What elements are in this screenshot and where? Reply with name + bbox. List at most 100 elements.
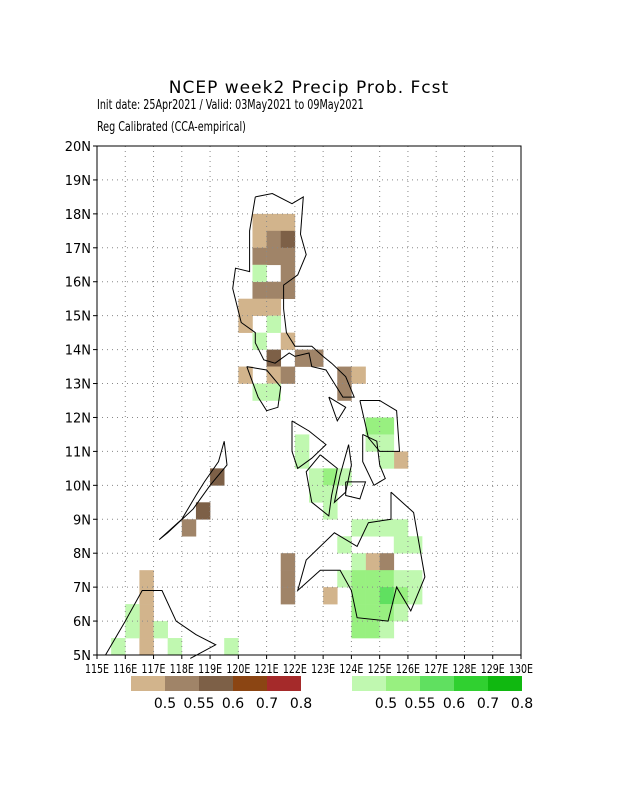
wet-legend-swatch [420, 676, 454, 691]
wet-cell [379, 621, 395, 639]
wet-cell [351, 553, 366, 571]
dry-legend-swatch [131, 676, 165, 691]
coastline [333, 444, 352, 504]
dry-cell [252, 247, 267, 266]
wet-cell [309, 485, 324, 503]
dry-cell [280, 213, 296, 232]
wet-cell [252, 332, 267, 350]
dry-cell [139, 621, 154, 639]
dry-cell [139, 638, 154, 656]
wet-cell [351, 587, 366, 605]
coastline [246, 366, 282, 412]
dry-cell [280, 281, 296, 299]
wet-cell [379, 519, 395, 537]
lon-label: 120E [226, 662, 250, 676]
wet-cell [365, 570, 380, 588]
lon-label: 118E [170, 662, 194, 676]
coastline [345, 481, 367, 500]
wet-cell [379, 587, 395, 605]
dry-cell [393, 451, 409, 469]
wet-legend-swatch [352, 676, 386, 691]
init-valid-line: Init date: 25Apr2021 / Valid: 03May2021 … [97, 98, 364, 113]
wet-cell [365, 604, 380, 622]
wet-cell [393, 536, 409, 554]
wet-cell [323, 468, 338, 486]
dry-cell [266, 230, 282, 249]
lat-label: 7N [73, 581, 91, 596]
wet-cell [393, 519, 409, 537]
wet-cell [125, 621, 140, 639]
calibration-line: Reg Calibrated (CCA-empirical) [97, 120, 246, 135]
dry-legend-swatch [233, 676, 267, 691]
dry-cell [266, 213, 282, 232]
lat-label: 18N [65, 208, 91, 223]
dry-cell [266, 247, 282, 266]
dry-cell [280, 366, 296, 384]
lon-label: 129E [481, 662, 505, 676]
coastline [359, 400, 401, 452]
dry-legend-label: 0.55 [183, 696, 214, 712]
dry-cell [379, 553, 395, 571]
wet-legend-label: 0.6 [443, 696, 465, 712]
lon-label: 130E [509, 662, 533, 676]
lat-label: 14N [65, 344, 91, 359]
coastline [328, 396, 347, 423]
dry-cell [266, 298, 282, 316]
wet-cell [393, 570, 409, 588]
coastline [105, 590, 217, 659]
lat-label: 20N [65, 140, 91, 155]
lat-label: 5N [73, 649, 91, 664]
wet-cell [153, 621, 168, 639]
wet-cell [252, 264, 267, 283]
lat-label: 19N [65, 174, 91, 189]
dry-cell [337, 383, 352, 401]
dry-legend-label: 0.5 [154, 696, 176, 712]
coastline [296, 491, 426, 622]
coastline [232, 192, 355, 398]
lat-label: 15N [65, 310, 91, 325]
dry-cell [252, 298, 267, 316]
dry-cell [280, 230, 296, 249]
wet-cell [365, 587, 380, 605]
coastline [291, 420, 327, 470]
lat-label: 16N [65, 276, 91, 291]
wet-cell [111, 638, 126, 656]
dry-cell [323, 587, 338, 605]
wet-legend-swatch [454, 676, 488, 691]
dry-cell [280, 587, 296, 605]
dry-legend-label: 0.8 [290, 696, 312, 712]
dry-cell [266, 281, 282, 299]
map-title: NCEP week2 Precip Prob. Fcst [168, 78, 450, 98]
lon-label: 127E [424, 662, 448, 676]
wet-cell [393, 604, 409, 622]
dry-cell [365, 553, 380, 571]
dry-cell [280, 570, 296, 588]
lat-label: 13N [65, 378, 91, 393]
lon-label: 124E [339, 662, 363, 676]
wet-cell [365, 417, 380, 435]
wet-cell [379, 604, 395, 622]
wet-cell [351, 519, 366, 537]
wet-cell [379, 451, 395, 469]
dry-cell [351, 366, 366, 384]
dry-legend-swatch [165, 676, 199, 691]
lon-label: 119E [198, 662, 222, 676]
dry-cell [195, 502, 211, 520]
lon-label: 115E [85, 662, 109, 676]
map-frame [96, 145, 522, 656]
lon-label: 116E [113, 662, 137, 676]
dry-legend-label: 0.6 [222, 696, 244, 712]
dry-cell [139, 570, 154, 588]
wet-cell [379, 434, 395, 452]
wet-cell [167, 638, 183, 656]
wet-cell [351, 570, 366, 588]
wet-legend-label: 0.7 [477, 696, 499, 712]
wet-cell [294, 434, 310, 452]
lat-label: 9N [73, 513, 91, 528]
dry-cell [238, 366, 253, 384]
coastline [305, 454, 338, 517]
wet-legend-swatch [386, 676, 420, 691]
wet-cell [379, 570, 395, 588]
coastline [362, 433, 386, 487]
wet-cell [309, 468, 324, 486]
